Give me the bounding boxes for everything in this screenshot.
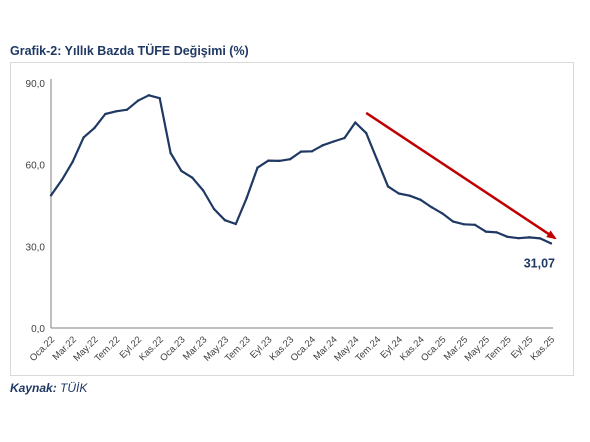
source-label: Kaynak: xyxy=(10,381,57,395)
series-group xyxy=(49,94,553,245)
y-tick-label: 60,0 xyxy=(26,161,46,172)
x-tick-labels: Oca.22Mar.22May.22Tem.22Eyl.22Kas.22Oca.… xyxy=(28,334,557,364)
data-point xyxy=(441,212,444,215)
data-point xyxy=(397,192,401,195)
data-point xyxy=(549,242,553,245)
data-point xyxy=(484,230,487,233)
data-point xyxy=(538,237,542,240)
data-point xyxy=(408,194,411,197)
x-tick-label: Oca.23 xyxy=(158,334,187,363)
data-point xyxy=(495,231,498,234)
data-point xyxy=(71,160,74,163)
data-point xyxy=(473,223,477,227)
data-point xyxy=(528,236,531,239)
y-tick-label: 90,0 xyxy=(26,79,46,90)
data-point xyxy=(158,97,161,100)
data-point xyxy=(256,166,259,169)
data-point xyxy=(354,121,357,124)
data-point xyxy=(60,178,64,182)
y-tick-labels: 0,0 30,0 60,0 90,0 xyxy=(26,79,46,335)
source-value: TÜİK xyxy=(60,381,88,395)
data-point xyxy=(201,189,205,192)
y-tick-label: 0,0 xyxy=(31,324,45,335)
data-point xyxy=(147,94,151,97)
x-tick-label: Kas.25 xyxy=(528,334,557,363)
data-point xyxy=(169,151,172,155)
data-point xyxy=(506,235,509,239)
data-point xyxy=(288,158,292,161)
data-point xyxy=(82,136,85,139)
data-point xyxy=(115,110,118,113)
data-point xyxy=(223,219,227,222)
data-point xyxy=(180,169,183,173)
trend-arrow xyxy=(365,111,557,240)
data-point xyxy=(212,207,216,211)
data-point xyxy=(321,144,324,147)
data-point xyxy=(278,159,281,163)
data-point xyxy=(245,196,248,200)
data-point xyxy=(430,205,433,209)
data-point xyxy=(419,198,422,201)
data-point xyxy=(462,223,466,226)
data-point xyxy=(517,236,520,240)
data-point xyxy=(267,159,270,162)
x-tick-label: Oca.22 xyxy=(28,334,57,363)
line-chart: 0,0 30,0 60,0 90,0 Oca.22Mar.22May.22Tem.22… xyxy=(26,79,557,364)
data-point xyxy=(93,126,96,130)
x-tick-label: Oca.25 xyxy=(419,334,448,363)
annotations: 31,07 xyxy=(365,111,557,270)
end-value-label: 31,07 xyxy=(524,256,555,270)
data-point xyxy=(234,222,237,226)
data-point xyxy=(104,112,107,116)
data-point xyxy=(343,136,346,140)
data-point xyxy=(451,220,455,223)
data-point xyxy=(310,150,314,153)
x-tick-label: Oca.24 xyxy=(289,334,318,363)
data-point xyxy=(299,150,303,153)
data-point xyxy=(191,176,194,179)
data-point xyxy=(386,185,390,188)
chart-title: Grafik-2: Yıllık Bazda TÜFE Değişimi (%) xyxy=(10,44,249,58)
data-point xyxy=(136,99,140,102)
data-point xyxy=(375,158,379,161)
series-line xyxy=(50,94,552,245)
y-tick-label: 30,0 xyxy=(26,242,46,253)
axes xyxy=(50,79,553,329)
data-point xyxy=(49,194,53,197)
data-point xyxy=(332,140,335,143)
chart-frame: 0,0 30,0 60,0 90,0 Oca.22 Mar.22 May.22 Tem.22… xyxy=(10,62,574,376)
data-point xyxy=(365,131,368,135)
data-point xyxy=(125,108,129,111)
source-note: Kaynak: TÜİK xyxy=(10,381,87,395)
